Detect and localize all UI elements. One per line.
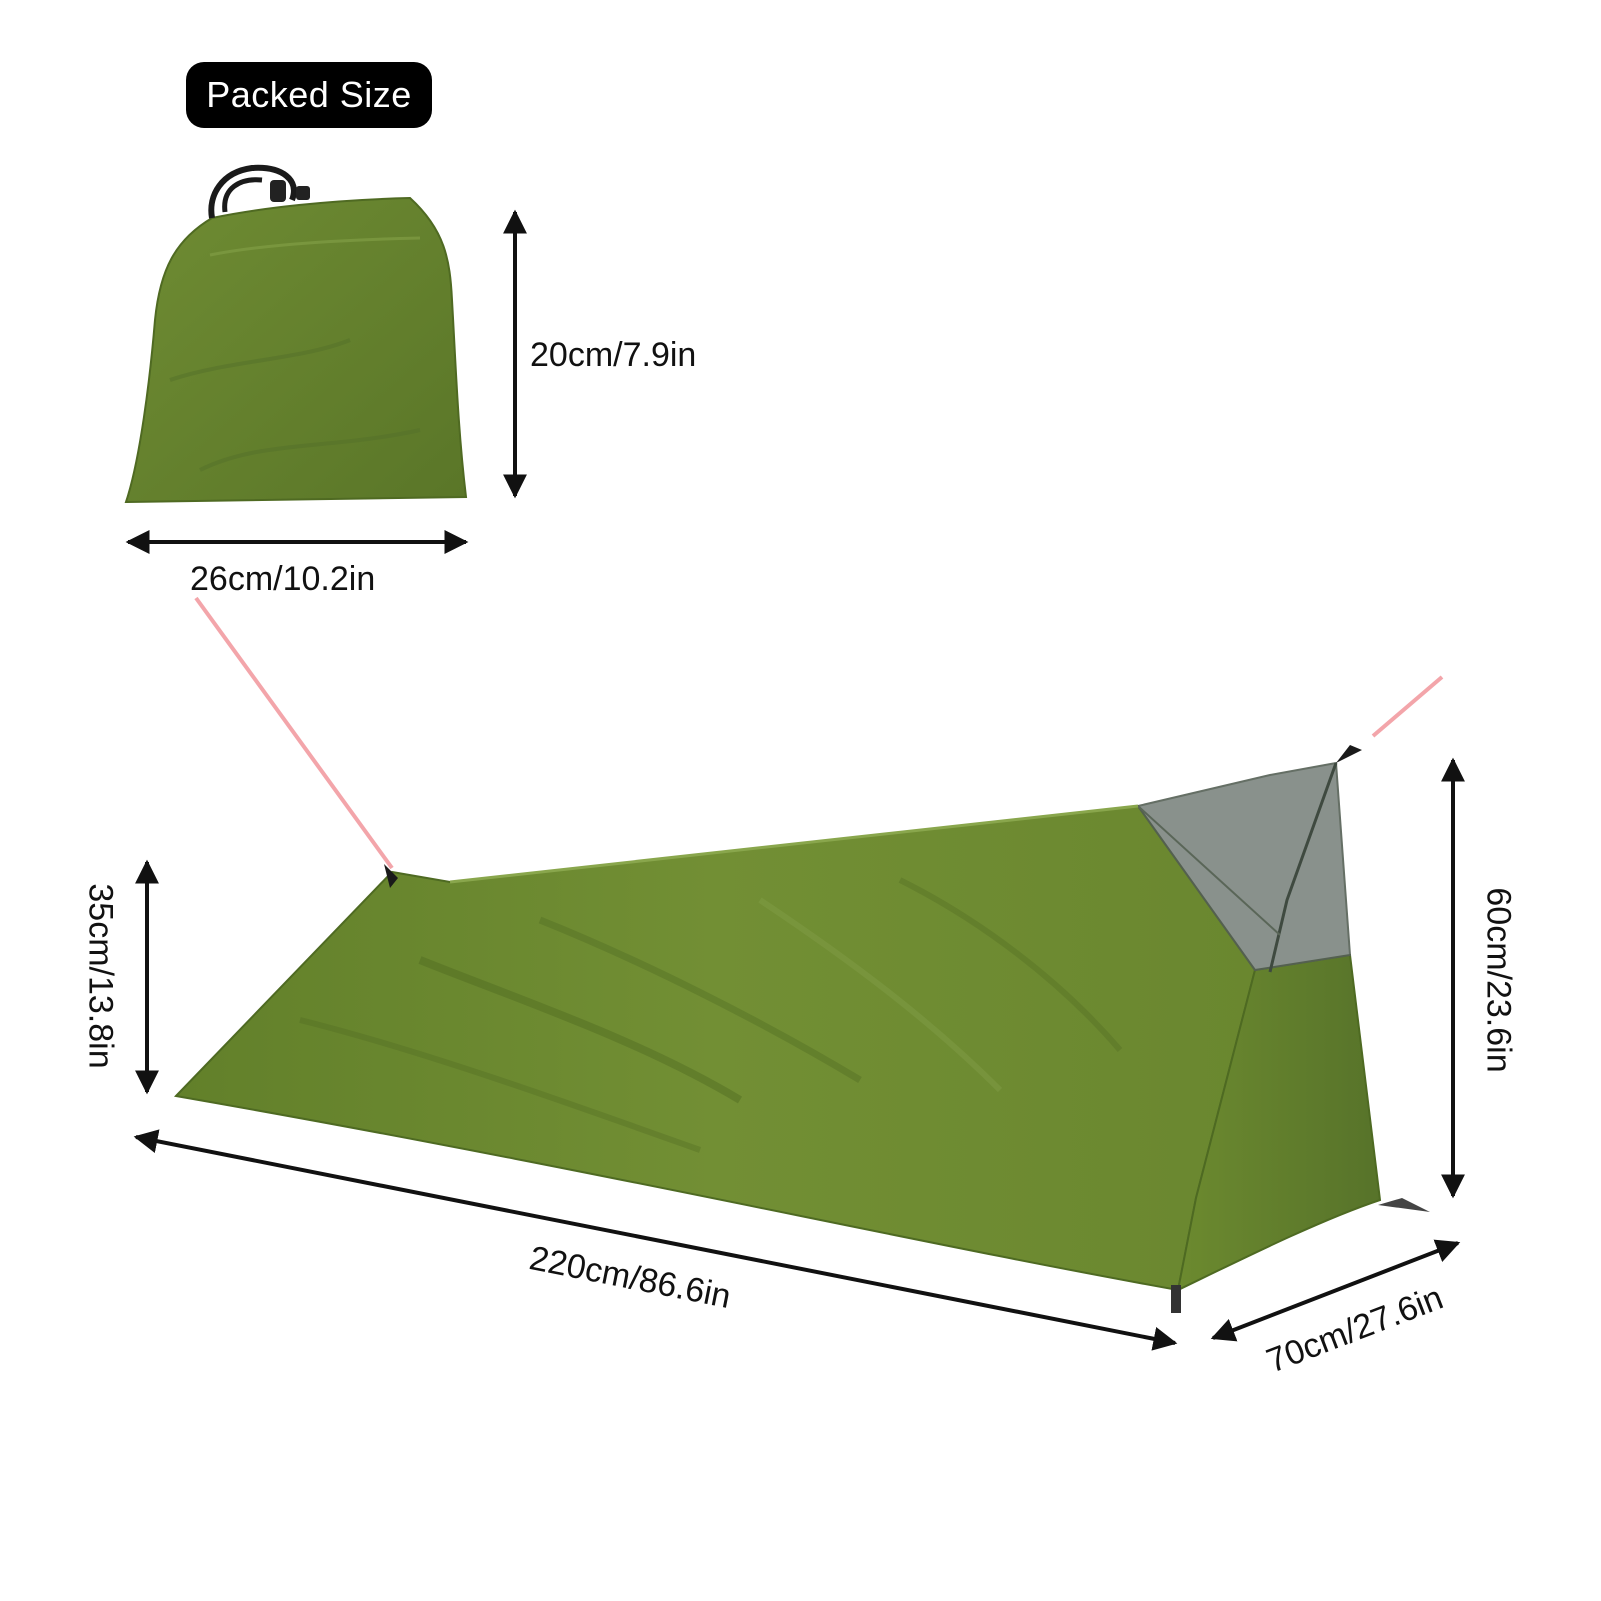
drawstring-bag-icon [124, 164, 468, 504]
packed-height-label: 20cm/7.9in [530, 336, 697, 374]
packed-size-label: Packed Size [206, 74, 412, 115]
packed-width-label: 26cm/10.2in [190, 560, 376, 598]
front-height-label: 60cm/23.6in [1479, 887, 1518, 1073]
width-arrow [1210, 1239, 1461, 1342]
front-guyline [1371, 675, 1444, 738]
length-arrow [133, 1129, 1178, 1351]
rear-height-label: 35cm/13.8in [81, 883, 120, 1069]
rear-guyline [194, 596, 394, 870]
packed-size-badge: Packed Size [186, 62, 432, 128]
